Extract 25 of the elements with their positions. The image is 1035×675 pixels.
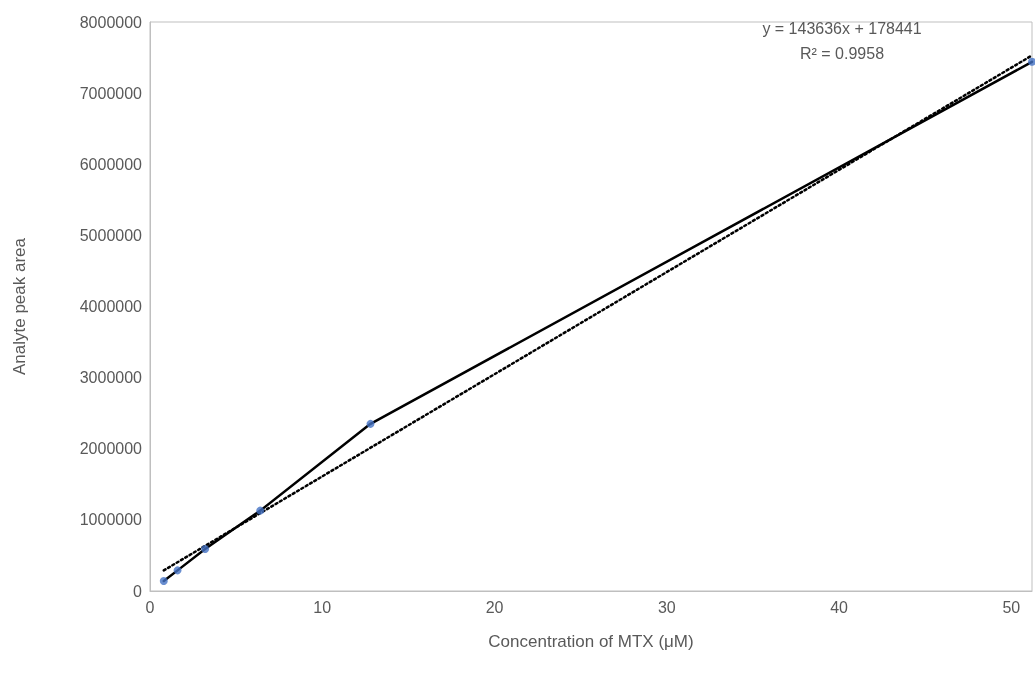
annotation: y = 143636x + 178441 [762, 19, 922, 37]
x-tick-label: 50 [1002, 598, 1021, 616]
point [256, 506, 265, 515]
y-tick-label: 0 [133, 582, 143, 600]
y-tick-label: 2000000 [79, 440, 143, 458]
x-tick-label: 10 [313, 598, 332, 616]
x-tick-label: 40 [830, 598, 849, 616]
y-tick-label: 6000000 [79, 155, 143, 173]
y-tick-label: 3000000 [79, 369, 143, 387]
y-tick-label: 5000000 [79, 226, 143, 244]
point [159, 577, 168, 586]
point [366, 419, 375, 428]
y-tick-label: 1000000 [79, 511, 143, 529]
x-tick-label: 0 [145, 598, 155, 616]
y-axis-title: Analyte peak area [10, 237, 29, 376]
y-tick-label: 4000000 [79, 298, 143, 315]
x-axis-title: Concentration of MTX (μM) [488, 632, 694, 651]
point [1028, 57, 1035, 66]
x-tick-label: 30 [657, 598, 676, 616]
y-tick-label: 7000000 [79, 84, 143, 102]
x-tick-label: 20 [485, 598, 504, 616]
y-tick-label: 8000000 [79, 13, 143, 31]
point [201, 545, 210, 554]
point [173, 566, 182, 575]
annotation: R² = 0.9958 [799, 44, 885, 62]
